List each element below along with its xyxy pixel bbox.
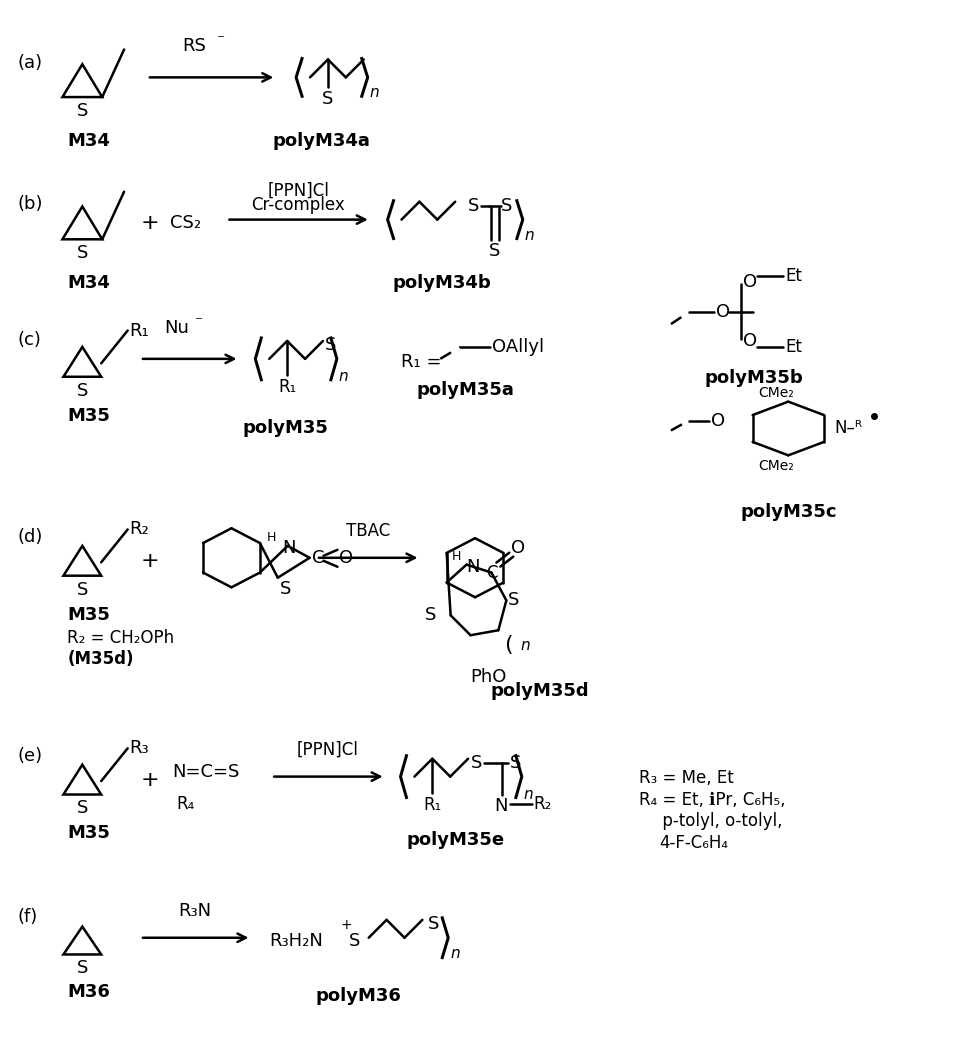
Text: polyM35a: polyM35a <box>416 381 513 399</box>
Text: N=C=S: N=C=S <box>171 763 239 781</box>
Text: (e): (e) <box>18 746 43 765</box>
Text: n: n <box>519 637 529 653</box>
Text: S: S <box>467 196 478 215</box>
Text: C: C <box>485 564 497 581</box>
Text: O: O <box>741 273 756 292</box>
Text: H: H <box>266 530 276 544</box>
Text: R₄: R₄ <box>177 794 195 813</box>
Text: S: S <box>322 90 333 108</box>
Text: O: O <box>339 549 353 567</box>
Text: S: S <box>76 580 88 599</box>
Text: S: S <box>348 932 360 950</box>
Text: C: C <box>311 549 324 567</box>
Text: S: S <box>76 382 88 400</box>
Text: R₃H₂N: R₃H₂N <box>269 932 323 950</box>
Text: S: S <box>428 914 439 933</box>
Text: n: n <box>370 85 378 101</box>
Text: S: S <box>510 754 521 771</box>
Text: R₃: R₃ <box>129 739 149 758</box>
Text: [PPN]Cl: [PPN]Cl <box>296 741 359 759</box>
Text: +: + <box>141 213 159 233</box>
Text: M34: M34 <box>67 132 111 151</box>
Text: RS: RS <box>183 37 206 55</box>
Text: polyM35d: polyM35d <box>490 682 589 700</box>
Text: polyM35b: polyM35b <box>703 368 802 387</box>
Text: S: S <box>489 243 500 261</box>
Text: H: H <box>452 549 461 563</box>
Text: R₂: R₂ <box>129 520 150 539</box>
Text: polyM35c: polyM35c <box>739 503 835 521</box>
Text: R₃ = Me, Et: R₃ = Me, Et <box>639 769 734 787</box>
Text: OAllyl: OAllyl <box>492 338 544 356</box>
Text: Et: Et <box>784 338 801 356</box>
Text: R₃N: R₃N <box>178 902 211 920</box>
Text: R₄ = Et, ℹPr, C₆H₅,: R₄ = Et, ℹPr, C₆H₅, <box>639 791 784 809</box>
Text: N: N <box>494 796 507 815</box>
Text: polyM35: polyM35 <box>242 418 328 437</box>
Text: n: n <box>338 368 348 384</box>
Text: polyM35e: polyM35e <box>406 831 504 849</box>
Text: O: O <box>741 332 756 350</box>
Text: n: n <box>523 787 533 801</box>
Text: M35: M35 <box>67 605 111 624</box>
Text: polyM34b: polyM34b <box>392 274 491 293</box>
Text: S: S <box>280 579 290 598</box>
Text: N–ᴿ: N–ᴿ <box>833 419 862 437</box>
Text: polyM34a: polyM34a <box>272 132 370 151</box>
Text: 4-F-C₆H₄: 4-F-C₆H₄ <box>658 835 728 852</box>
Text: M34: M34 <box>67 274 111 293</box>
Text: polyM36: polyM36 <box>316 987 401 1006</box>
Text: n: n <box>524 227 534 243</box>
Text: (f): (f) <box>18 908 38 926</box>
Text: CMe₂: CMe₂ <box>758 460 793 473</box>
Text: O: O <box>710 411 724 430</box>
Text: S: S <box>76 959 88 978</box>
Text: TBAC: TBAC <box>345 522 389 540</box>
Text: Cr-complex: Cr-complex <box>251 195 344 214</box>
Text: +: + <box>141 551 159 571</box>
Text: p-tolyl, o-tolyl,: p-tolyl, o-tolyl, <box>658 813 781 830</box>
Text: S: S <box>325 336 336 354</box>
Text: (c): (c) <box>18 331 41 349</box>
Text: [PPN]Cl: [PPN]Cl <box>267 182 329 199</box>
Text: S: S <box>76 244 88 263</box>
Text: +: + <box>340 918 352 932</box>
Text: CMe₂: CMe₂ <box>758 386 793 400</box>
Text: S: S <box>469 754 481 771</box>
Text: ⁻: ⁻ <box>195 315 202 329</box>
Text: Et: Et <box>784 268 801 285</box>
Text: (: ( <box>504 635 512 655</box>
Text: S: S <box>76 102 88 120</box>
Text: N: N <box>467 557 479 576</box>
Text: M35: M35 <box>67 407 111 425</box>
Text: (b): (b) <box>18 195 43 213</box>
Text: R₁: R₁ <box>422 795 441 814</box>
Text: S: S <box>424 606 436 624</box>
Text: ⁻: ⁻ <box>216 32 224 48</box>
Text: N: N <box>282 539 295 556</box>
Text: S: S <box>508 592 519 609</box>
Text: PhO: PhO <box>470 668 507 686</box>
Text: O: O <box>511 539 525 556</box>
Text: M36: M36 <box>67 983 111 1001</box>
Text: R₁ =: R₁ = <box>400 353 440 371</box>
Text: R₁: R₁ <box>278 378 296 395</box>
Text: (d): (d) <box>18 528 43 546</box>
Text: (M35d): (M35d) <box>67 650 134 668</box>
Text: (a): (a) <box>18 55 43 73</box>
Text: R₂ = CH₂OPh: R₂ = CH₂OPh <box>67 629 174 648</box>
Text: S: S <box>76 799 88 818</box>
Text: Nu: Nu <box>164 319 189 337</box>
Text: +: + <box>141 769 159 790</box>
Text: S: S <box>501 196 512 215</box>
Text: R₂: R₂ <box>533 795 552 814</box>
Text: M35: M35 <box>67 824 111 843</box>
Text: O: O <box>715 303 729 321</box>
Text: n: n <box>450 946 460 961</box>
Text: R₁: R₁ <box>129 322 150 339</box>
Text: CS₂: CS₂ <box>169 214 200 231</box>
